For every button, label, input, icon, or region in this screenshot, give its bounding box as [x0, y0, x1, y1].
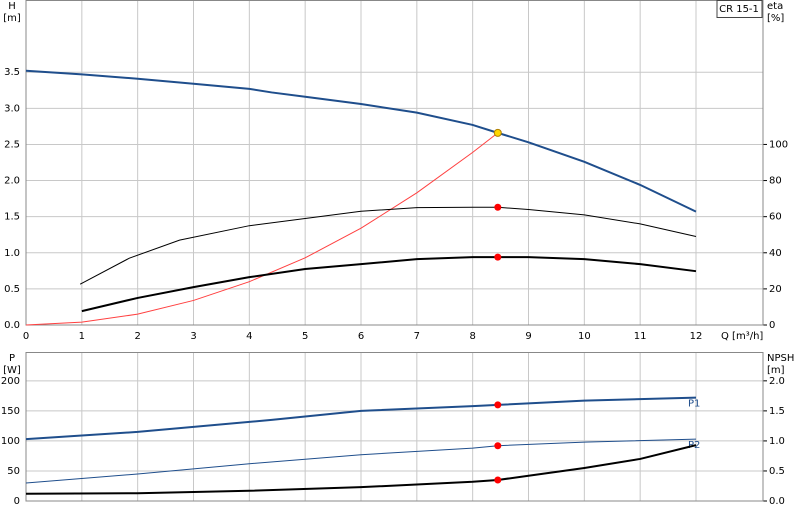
plot-frame — [25, 0, 764, 326]
y-tick-label: 2.5 — [4, 139, 20, 150]
x-tick-label: 0 — [23, 331, 29, 342]
y2-axis-unit: [m] — [767, 365, 785, 376]
x-tick-label: 7 — [414, 331, 420, 342]
y-tick-label: 3.0 — [4, 103, 20, 114]
curve — [25, 444, 697, 495]
y-axis-unit: [m] — [3, 13, 21, 24]
duty-point — [494, 401, 502, 409]
x-tick-label: 5 — [302, 331, 308, 342]
y2-axis-unit: [%] — [767, 13, 784, 24]
y-tick-label: 150 — [1, 406, 20, 417]
x-tick-label: 1 — [79, 331, 85, 342]
y-tick-label: 1.5 — [4, 212, 20, 223]
x-tick-label: 10 — [578, 331, 591, 342]
plot-frame — [25, 352, 764, 502]
curve — [25, 132, 499, 326]
y2-tick-label: 60 — [769, 212, 782, 223]
x-tick-label: 11 — [634, 331, 647, 342]
y2-axis-title: NPSH — [767, 353, 794, 364]
curve — [25, 69, 697, 213]
y-tick-label: 2.0 — [4, 176, 20, 187]
y2-tick-label: 0 — [769, 320, 775, 331]
y-axis-title: H — [8, 1, 16, 12]
y-tick-label: 3.5 — [4, 67, 20, 78]
y-tick-label: 50 — [7, 466, 20, 477]
y2-tick-label: 1.0 — [769, 436, 785, 447]
y2-axis-title: eta — [767, 1, 783, 12]
duty-point — [494, 442, 502, 450]
curve — [25, 396, 697, 441]
y-axis-title: P — [9, 353, 15, 364]
y2-tick-label: 80 — [769, 176, 782, 187]
y2-tick-label: 100 — [769, 139, 788, 150]
curve — [25, 438, 697, 484]
x-tick-label: 12 — [690, 331, 703, 342]
y2-tick-label: 0.5 — [769, 466, 785, 477]
duty-point — [494, 203, 502, 211]
y2-tick-label: 20 — [769, 284, 782, 295]
x-tick-label: 9 — [525, 331, 531, 342]
x-tick-label: 8 — [469, 331, 475, 342]
product-label: CR 15-1 — [719, 4, 759, 15]
duty-point — [494, 253, 502, 261]
x-tick-label: 3 — [190, 331, 196, 342]
y-tick-label: 0.5 — [4, 284, 20, 295]
y2-tick-label: 1.5 — [769, 406, 785, 417]
y2-tick-label: 40 — [769, 248, 782, 259]
duty-point — [494, 476, 502, 484]
y-tick-label: 0.0 — [4, 320, 20, 331]
x-tick-label: 4 — [246, 331, 252, 342]
y2-tick-label: 2.0 — [769, 376, 785, 387]
y-tick-label: 0 — [14, 496, 20, 507]
y2-tick-label: 0.0 — [769, 496, 785, 507]
duty-point — [493, 128, 502, 137]
product-label-box — [716, 0, 763, 18]
x-tick-label: 2 — [134, 331, 140, 342]
curve — [79, 206, 697, 285]
y-tick-label: 100 — [1, 436, 20, 447]
y-tick-label: 1.0 — [4, 248, 20, 259]
y-tick-label: 200 — [1, 376, 20, 387]
curve-label: P1 — [688, 399, 700, 410]
x-axis-title: Q [m³/h] — [721, 331, 763, 342]
x-tick-label: 6 — [358, 331, 364, 342]
y-axis-unit: [W] — [3, 365, 21, 376]
curve — [81, 256, 697, 313]
